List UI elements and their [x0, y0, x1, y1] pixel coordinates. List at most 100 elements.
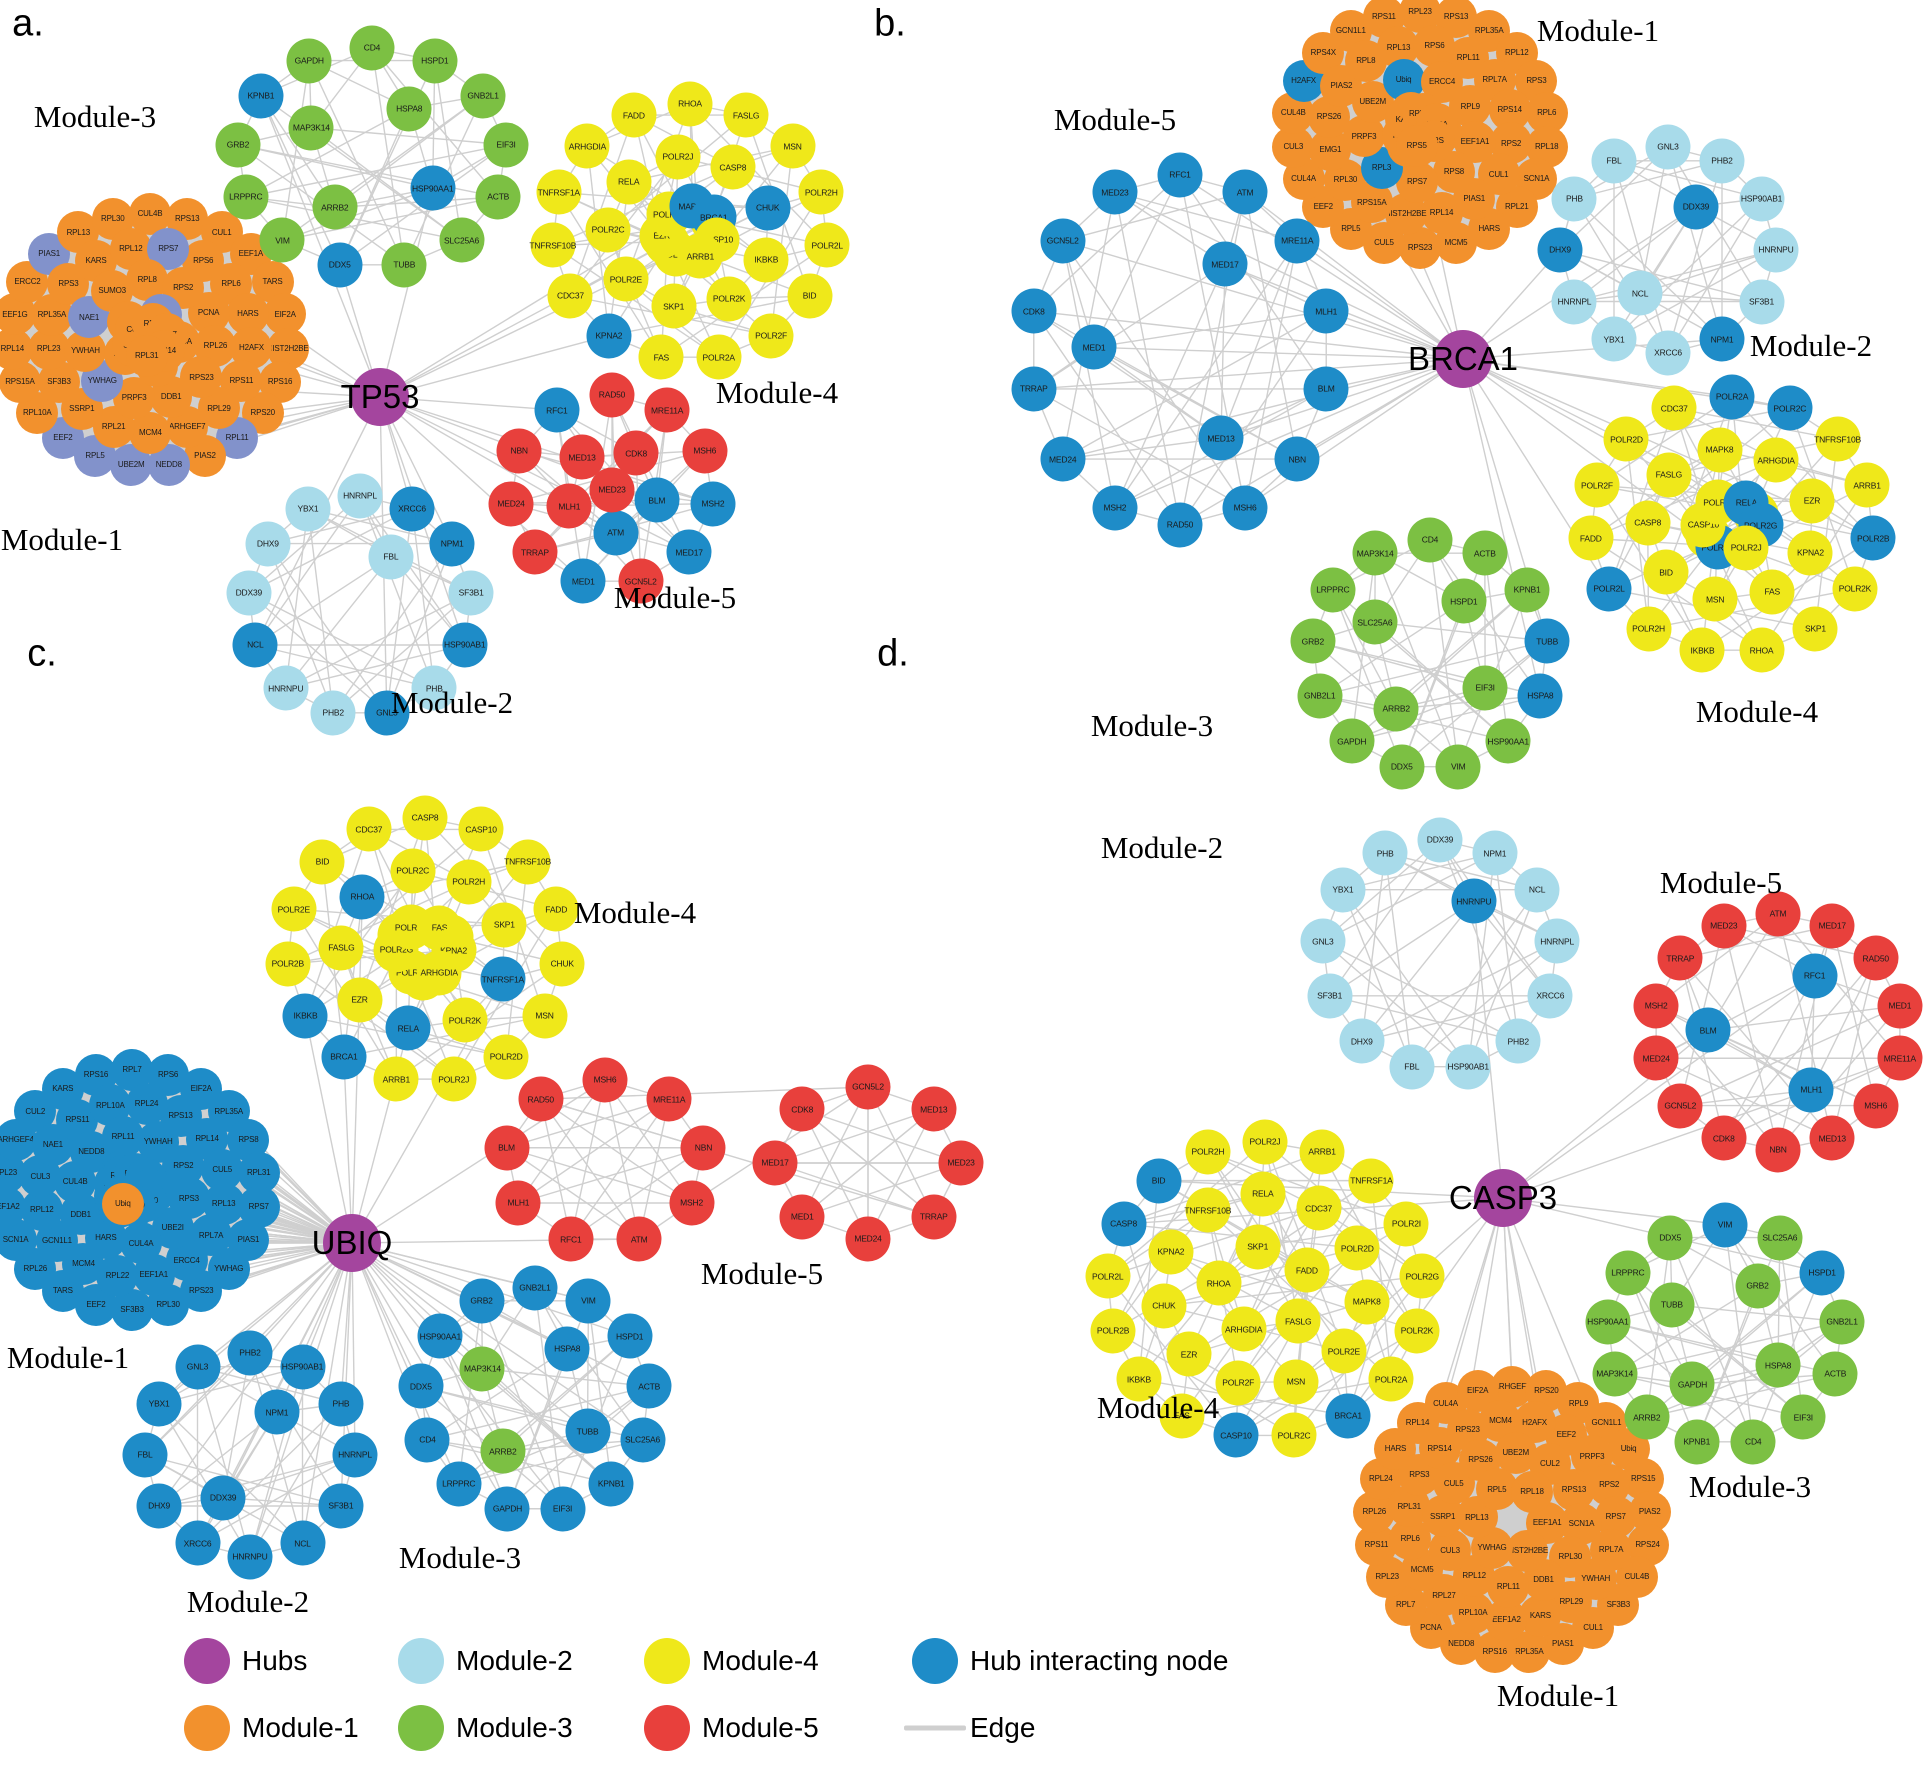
node-atm: ATM [1755, 891, 1801, 937]
node-sf3b1: SF3B1 [318, 1483, 364, 1529]
node-casp8: CASP8 [1625, 500, 1671, 546]
node-fadd: FADD [1568, 515, 1614, 561]
edge [1692, 1271, 1823, 1385]
node-msh6: MSH6 [582, 1057, 628, 1103]
node-hnrnpu: HNRNPU [1451, 878, 1497, 924]
node-polr2b: POLR2B [265, 941, 311, 987]
edge [540, 1099, 572, 1240]
hub-label-ubiq: UBIQ [311, 1224, 393, 1261]
node-tnfrsf10b: TNFRSF10B [529, 222, 576, 268]
node-rela: RELA [385, 1005, 431, 1051]
module-label-module-1: Module-1 [0, 522, 124, 557]
node-med23: MED23 [589, 467, 635, 513]
node-cul4a: CUL4A [119, 1222, 162, 1265]
edge [1777, 913, 1901, 1059]
node-rfc1: RFC1 [548, 1216, 594, 1262]
module-label-module-4: Module-4 [715, 375, 839, 410]
node-eif3i: EIF3I [540, 1486, 586, 1532]
node-polr2h: POLR2H [1626, 606, 1672, 652]
node-med13: MED13 [1198, 415, 1244, 461]
node-arrb2: ARRB2 [312, 184, 358, 230]
node-tubb: TUBB [565, 1408, 611, 1454]
edge [604, 1079, 640, 1240]
edge [867, 1108, 935, 1240]
node-xrcc6: XRCC6 [1527, 973, 1573, 1019]
node-msh6: MSH6 [1853, 1083, 1899, 1129]
node-tnfrsf10b: TNFRSF10B [1814, 416, 1861, 462]
node-fbl: FBL [1389, 1044, 1435, 1090]
module-label-module-5: Module-5 [1053, 102, 1177, 137]
node-faslg: FASLG [318, 925, 364, 971]
edge [774, 1108, 934, 1164]
edge [1033, 310, 1181, 526]
edge [1484, 553, 1509, 742]
edge [249, 1352, 342, 1507]
edge [339, 108, 410, 266]
hub-node-tp53 [351, 368, 409, 426]
edge [1614, 1284, 1758, 1375]
node-ncl: NCL [1514, 867, 1560, 913]
hub-label-brca1: BRCA1 [1407, 340, 1519, 377]
edge [308, 60, 405, 266]
legend-edge-line [904, 1725, 966, 1731]
node-cdk8: CDK8 [1011, 288, 1057, 334]
module-label-module-2: Module-2 [186, 1584, 310, 1619]
edge [1573, 197, 1723, 340]
edge [1062, 437, 1222, 460]
legend-color-swatch [184, 1705, 230, 1751]
edge [351, 1242, 643, 1441]
edge [611, 394, 690, 553]
node-fadd: FADD [611, 92, 657, 138]
node-blm: BLM [1303, 366, 1349, 412]
node-polr2f: POLR2F [1574, 462, 1620, 508]
edge [1467, 889, 1538, 1067]
edge [1607, 1321, 1779, 1366]
edge [1655, 913, 1779, 1007]
edge [1590, 449, 1720, 539]
node-polr2l: POLR2L [1085, 1253, 1131, 1299]
node-eif3i: EIF3I [1462, 665, 1508, 711]
node-blm: BLM [484, 1125, 530, 1171]
edge [867, 1086, 935, 1218]
edge [197, 1454, 356, 1544]
edge [1667, 146, 1723, 340]
node-polr2g: POLR2G [1399, 1253, 1445, 1299]
edge [1370, 1180, 1392, 1380]
node-polr2d: POLR2D [1334, 1225, 1380, 1271]
node-tnfrsf10b: TNFRSF10B [504, 839, 551, 885]
edge [1667, 146, 1763, 302]
edge [1831, 925, 1877, 1106]
node-tnfrsf1a: TNFRSF1A [1348, 1158, 1394, 1204]
node-med1: MED1 [1877, 983, 1923, 1029]
edge [424, 817, 563, 965]
edge [1574, 205, 1697, 303]
node-msh6: MSH6 [682, 428, 728, 474]
edge [1723, 925, 1779, 1151]
node-hspa8: HSPA8 [1755, 1342, 1801, 1388]
edge [304, 829, 370, 1017]
edge [1708, 1005, 1900, 1031]
node-fadd: FADD [533, 886, 579, 932]
node-ikbkb: IKBKB [743, 237, 789, 283]
edge [332, 543, 453, 714]
node-rpl18: RPL18 [1511, 1470, 1553, 1513]
edge [1655, 1005, 1779, 1151]
node-gapdh: GAPDH [1329, 718, 1375, 764]
node-polr2e: POLR2E [1321, 1328, 1367, 1374]
edge [1590, 459, 1777, 540]
edge [1639, 249, 1777, 295]
node-gnl3: GNL3 [364, 690, 410, 736]
node-msn: MSN [770, 123, 816, 169]
node-hist2h2be: HIST2H2BE [1506, 1529, 1548, 1572]
edge [1361, 995, 1551, 1042]
node-nbn: NBN [680, 1125, 726, 1171]
edge [1779, 1237, 1804, 1418]
node-hnrnpu: HNRNPU [263, 665, 309, 711]
edge [540, 1098, 692, 1204]
edge [197, 1242, 353, 1368]
node-arrb2: ARRB2 [480, 1428, 526, 1474]
edge [1062, 240, 1246, 509]
node-rfc1: RFC1 [1157, 152, 1203, 198]
edge [1361, 853, 1386, 1042]
node-hspa8: HSPA8 [544, 1326, 590, 1372]
